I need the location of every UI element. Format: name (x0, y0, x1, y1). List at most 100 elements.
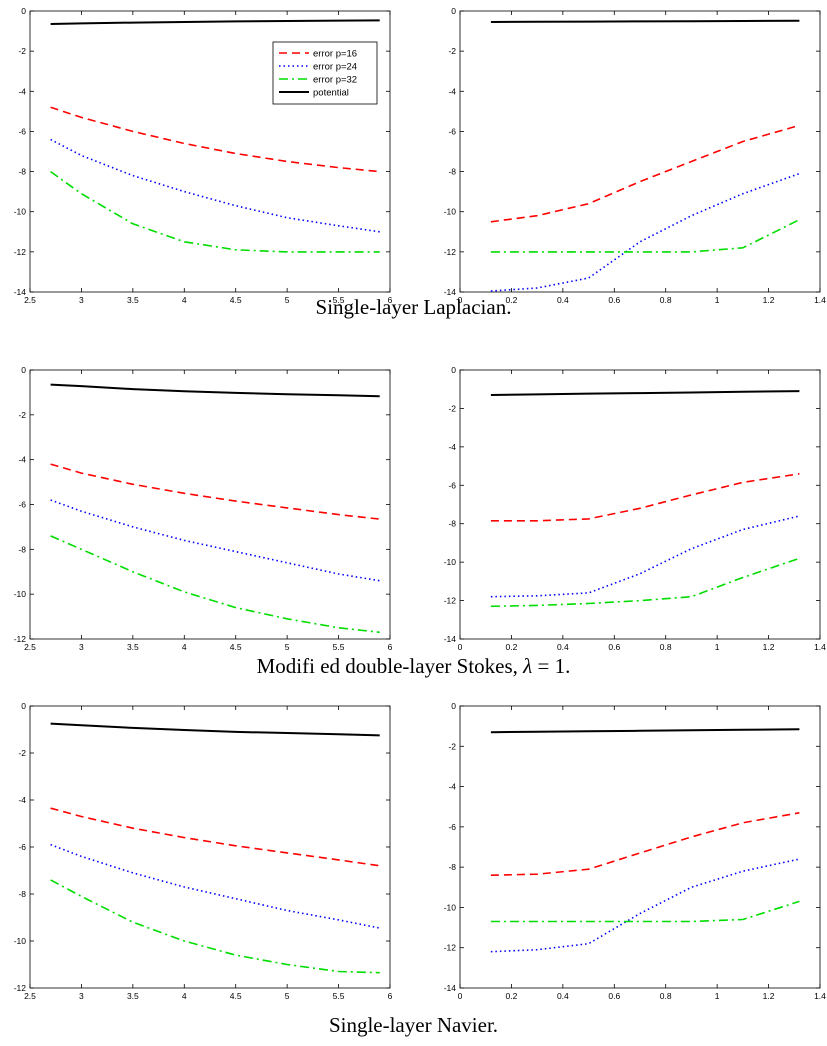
x-tick-label: 4.5 (230, 295, 242, 305)
x-tick-label: 1.2 (763, 642, 775, 652)
series-line-p24 (490, 515, 800, 598)
y-tick-label: -8 (18, 889, 26, 899)
caption-navier: Single-layer Navier. (0, 1013, 827, 1038)
series-line-potential (490, 390, 800, 396)
y-tick-label: -6 (448, 126, 456, 136)
chart-5: 0 0.2 0.4 0.6 0.8 1 1.2 1.4 -14 -12 -10 -8 -6 -4 -2 0 (444, 701, 826, 1001)
x-tick-label: 0.2 (506, 991, 518, 1001)
caption-navier-text: Single-layer Navier. (328, 1013, 499, 1037)
series-line-p24 (490, 172, 800, 292)
y-tick-label: -4 (18, 86, 26, 96)
x-tick-label: 1.4 (814, 295, 826, 305)
y-tick-label: -14 (444, 287, 457, 297)
series-line-p32 (490, 557, 800, 608)
y-tick-label: -2 (18, 410, 26, 420)
y-tick-label: 0 (21, 701, 26, 711)
x-tick-label: 0 (458, 642, 463, 652)
series-line-p16 (490, 812, 800, 876)
plot-frame (459, 10, 821, 293)
chart-0: 2.5 3 3.5 4 4.5 5 5.5 6 -14 -12 -10 -8 -6 -4 -2 0 error … (14, 6, 393, 305)
y-tick-label: 0 (21, 6, 26, 16)
y-tick-label: -2 (18, 46, 26, 56)
y-tick-label: -6 (18, 126, 26, 136)
plot-frame (29, 369, 391, 640)
y-tick-label: -12 (444, 596, 457, 606)
y-tick-label: -14 (14, 287, 27, 297)
y-tick-label: 0 (451, 6, 456, 16)
y-tick-label: -10 (14, 936, 27, 946)
series-line-p16 (490, 473, 800, 522)
x-tick-label: 1 (715, 991, 720, 1001)
series-line-p16 (50, 807, 380, 867)
x-tick-label: 6 (388, 991, 393, 1001)
y-tick-label: -4 (448, 442, 456, 452)
series-line-p16 (50, 106, 380, 173)
x-tick-label: 5 (285, 642, 290, 652)
x-tick-label: 6 (388, 642, 393, 652)
x-tick-label: 0 (458, 295, 463, 305)
y-tick-label: -4 (18, 455, 26, 465)
x-tick-label: 3.5 (127, 642, 139, 652)
y-tick-label: -10 (444, 207, 457, 217)
y-tick-label: -12 (14, 247, 27, 257)
x-tick-label: 1.2 (763, 295, 775, 305)
y-tick-label: 0 (21, 365, 26, 375)
y-tick-label: -6 (448, 822, 456, 832)
caption-laplacian-text: Single-layer Laplacian. (315, 295, 512, 319)
x-tick-label: 2.5 (24, 642, 36, 652)
x-tick-label: 0.6 (608, 642, 620, 652)
legend-label-potential: potential (313, 88, 349, 99)
y-tick-label: -10 (444, 557, 457, 567)
y-tick-label: -4 (448, 86, 456, 96)
x-tick-label: 5.5 (333, 991, 345, 1001)
x-tick-label: 0.4 (557, 642, 569, 652)
x-tick-label: 4 (182, 991, 187, 1001)
y-tick-label: -6 (18, 500, 26, 510)
x-tick-label: 0.4 (557, 991, 569, 1001)
y-tick-label: -6 (448, 480, 456, 490)
x-tick-label: 5.5 (333, 642, 345, 652)
legend: error p=16 error p=24 error p=32 potential (272, 41, 378, 105)
plot-frame (29, 705, 391, 989)
x-tick-label: 0.8 (660, 642, 672, 652)
series-line-p32 (50, 535, 380, 634)
y-tick-label: -4 (448, 782, 456, 792)
x-tick-label: 3 (79, 991, 84, 1001)
x-tick-label: 2.5 (24, 991, 36, 1001)
series-line-potential (490, 728, 800, 734)
y-tick-label: -14 (444, 634, 457, 644)
y-tick-label: 0 (451, 701, 456, 711)
chart-2: 2.5 3 3.5 4 4.5 5 5.5 6 -12 -10 -8 -6 -4 -2 0 (14, 365, 393, 652)
y-tick-label: -8 (18, 167, 26, 177)
y-tick-label: -10 (444, 902, 457, 912)
y-tick-label: -2 (448, 46, 456, 56)
y-tick-label: -12 (444, 247, 457, 257)
plot-frame (29, 10, 391, 293)
chart-1: 0 0.2 0.4 0.6 0.8 1 1.2 1.4 -14 -12 -10 -8 -6 -4 -2 0 (444, 6, 826, 305)
x-tick-label: 2.5 (24, 295, 36, 305)
y-tick-label: -14 (444, 983, 457, 993)
y-tick-label: -12 (14, 983, 27, 993)
y-tick-label: -12 (444, 943, 457, 953)
series-line-p32 (490, 218, 800, 253)
x-tick-label: 1.2 (763, 991, 775, 1001)
series-line-potential (490, 19, 800, 23)
series-line-potential (50, 722, 380, 737)
x-tick-label: 0 (458, 991, 463, 1001)
x-tick-label: 1 (715, 295, 720, 305)
x-tick-label: 4.5 (230, 642, 242, 652)
plot-frame (459, 705, 821, 989)
caption-stokes: Modifi ed double-layer Stokes, λ = 1. (0, 654, 827, 679)
x-tick-label: 3.5 (127, 295, 139, 305)
y-tick-label: -10 (14, 207, 27, 217)
y-tick-label: -6 (18, 842, 26, 852)
series-line-p24 (50, 843, 380, 929)
y-tick-label: -8 (448, 167, 456, 177)
x-tick-label: 1.4 (814, 991, 826, 1001)
y-tick-label: -2 (448, 741, 456, 751)
series-line-p32 (50, 170, 380, 253)
x-tick-label: 3.5 (127, 991, 139, 1001)
x-tick-label: 3 (79, 295, 84, 305)
